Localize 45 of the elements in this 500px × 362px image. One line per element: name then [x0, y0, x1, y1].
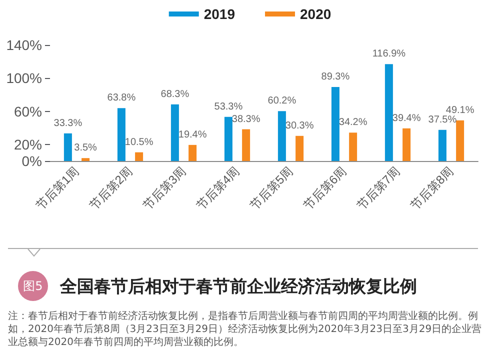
y-tick-label: 20%: [14, 136, 42, 152]
legend-label: 2020: [300, 6, 332, 22]
data-label: 116.9%: [372, 48, 406, 60]
y-tick-label: 100%: [6, 70, 42, 86]
bar: [170, 104, 179, 161]
bar: [224, 116, 232, 161]
x-tick-label: 节后第7周: [354, 164, 403, 213]
data-label: 89.3%: [321, 72, 350, 83]
bar: [82, 158, 90, 161]
data-label: 63.8%: [107, 92, 136, 104]
x-tick-label: 节后第2周: [86, 164, 136, 213]
data-label: 49.1%: [446, 104, 474, 116]
x-tick-label: 节后第4周: [194, 164, 242, 213]
data-label: 3.5%: [74, 142, 98, 154]
x-tick-label: 节后第3周: [140, 164, 189, 213]
bar: [456, 120, 464, 161]
bar: [242, 129, 250, 161]
data-label: 68.3%: [160, 88, 190, 100]
data-label: 37.5%: [428, 114, 457, 126]
text: 全国春节后相对于春节前企业经济活动恢复比例: [60, 276, 417, 298]
x-tick-label: 节后第5周: [247, 164, 296, 213]
bar: [349, 132, 358, 161]
y-tick-label: 140%: [6, 37, 42, 53]
y-tick-label: 60%: [14, 103, 42, 120]
data-label: 10.5%: [124, 136, 154, 148]
x-tick-label: 节后第6周: [300, 164, 350, 213]
bar: [438, 130, 446, 161]
legend-label: 2019: [204, 6, 236, 22]
data-label: 60.2%: [268, 96, 296, 107]
y-tick-label: 0%: [22, 153, 42, 169]
bar: [188, 144, 197, 161]
bar: [278, 111, 286, 161]
bar: [296, 136, 304, 161]
bar: [402, 128, 411, 161]
text: 注：春节后相对于春节前经济活动恢复比例，是指春节后周营业额与春节前四周的平均周营业额的比例。例如，2020年春节后第8周（3月23日至3月29日）经济活动恢复比例为2020年3月23日至3月29日的企业营业总额与2020年春节前四周的平均周营业额的比例。: [8, 310, 483, 349]
data-label: 53.3%: [214, 101, 243, 112]
caption: 图5: [18, 271, 48, 301]
bar: [331, 87, 340, 161]
bar: [117, 108, 126, 161]
data-label: 19.4%: [178, 129, 207, 140]
data-label: 33.3%: [54, 118, 82, 129]
bar: [64, 133, 72, 161]
x-tick-label: 节后第8周: [408, 164, 456, 213]
bar: [384, 64, 393, 161]
bar: [135, 152, 144, 161]
